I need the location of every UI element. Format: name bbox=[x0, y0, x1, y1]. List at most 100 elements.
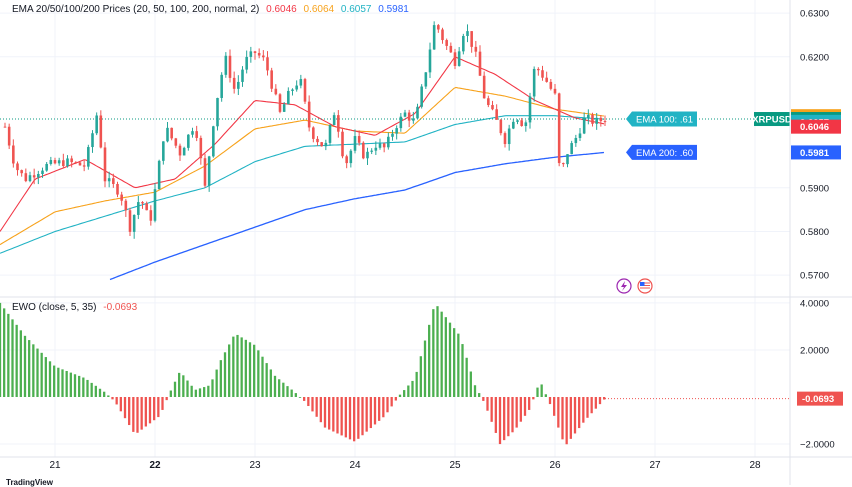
ewo-legend[interactable]: EWO (close, 5, 35) -0.0693 bbox=[12, 302, 141, 313]
candle-body bbox=[282, 104, 286, 112]
candle-body bbox=[174, 138, 178, 146]
candle-body bbox=[3, 126, 7, 128]
ewo-bar bbox=[11, 319, 14, 397]
ewo-bar bbox=[132, 397, 135, 432]
ewo-bar bbox=[319, 397, 322, 423]
ewo-bar bbox=[444, 317, 447, 397]
ewo-bar bbox=[186, 380, 189, 397]
ewo-bar bbox=[582, 397, 585, 423]
candle-body bbox=[62, 160, 65, 167]
brand-text: TradingView bbox=[6, 478, 53, 487]
candle-body bbox=[328, 125, 332, 143]
candle-body bbox=[295, 85, 298, 90]
date-tick-label: 24 bbox=[349, 460, 361, 471]
candle-body bbox=[41, 170, 44, 174]
ewo-bar bbox=[107, 395, 110, 397]
ewo-tick-label: 2.0000 bbox=[800, 345, 829, 356]
candle-body bbox=[566, 154, 569, 165]
ema100-value: 0.6057 bbox=[340, 4, 372, 15]
candle-body bbox=[466, 31, 469, 36]
ewo-bar bbox=[486, 397, 489, 411]
ema-line-label-text: EMA 100: .61 bbox=[636, 115, 693, 126]
candle-body bbox=[241, 69, 244, 82]
ema-line-label[interactable] bbox=[626, 111, 697, 127]
candle-body bbox=[432, 25, 436, 50]
ewo-bar bbox=[23, 335, 27, 397]
candle-body bbox=[141, 202, 144, 204]
ewo-bar bbox=[490, 397, 493, 422]
candle-body bbox=[303, 79, 307, 102]
candle-body bbox=[170, 127, 173, 139]
date-tick-label: 26 bbox=[549, 460, 561, 471]
ewo-bar bbox=[457, 333, 460, 397]
price-tag bbox=[791, 119, 841, 134]
candle-body bbox=[187, 134, 190, 148]
ewo-bar bbox=[448, 322, 452, 397]
candle-body bbox=[153, 189, 157, 221]
symbol-tag-label: XRPUSD bbox=[752, 115, 792, 126]
ewo-bar bbox=[573, 397, 577, 434]
event-icons[interactable] bbox=[616, 278, 653, 294]
price-tag-label: 0.5981 bbox=[800, 148, 830, 159]
ewo-bar bbox=[161, 397, 164, 410]
ewo-bar bbox=[478, 393, 481, 397]
symbol-tag[interactable] bbox=[754, 112, 790, 127]
ewo-bar bbox=[398, 394, 402, 397]
ewo-bar bbox=[323, 397, 327, 428]
ema50-line bbox=[0, 86, 605, 246]
ema-line-label[interactable] bbox=[626, 144, 697, 160]
candle-body bbox=[257, 52, 261, 56]
ewo-bar bbox=[461, 344, 464, 397]
ewo-bar bbox=[269, 369, 272, 397]
ewo-bar bbox=[40, 352, 43, 397]
candle-body bbox=[453, 52, 457, 66]
ewo-bar bbox=[298, 397, 302, 398]
candle-body bbox=[366, 151, 369, 159]
ewo-bar bbox=[157, 397, 160, 418]
price-tick-label: 0.5700 bbox=[800, 271, 829, 282]
candle-body bbox=[324, 142, 328, 147]
ewo-bar bbox=[128, 397, 131, 426]
candle-body bbox=[132, 214, 136, 232]
price-tick-label: 0.6300 bbox=[800, 9, 829, 20]
ewo-bar bbox=[211, 379, 214, 397]
candle-body bbox=[349, 150, 353, 164]
ewo-value: -0.0693 bbox=[103, 302, 138, 313]
candle-body bbox=[341, 131, 344, 157]
candle-body bbox=[441, 29, 444, 41]
candle-body bbox=[570, 143, 573, 155]
candle-body bbox=[378, 143, 382, 148]
ewo-bar bbox=[328, 397, 331, 430]
ewo-bar bbox=[365, 397, 368, 432]
ema50-value: 0.6064 bbox=[303, 4, 335, 15]
tradingview-logo[interactable]: TradingView bbox=[6, 478, 53, 487]
candle-body bbox=[545, 77, 548, 82]
ewo-bar bbox=[386, 397, 389, 413]
candle-body bbox=[445, 40, 448, 46]
candle-body bbox=[124, 200, 128, 211]
ewo-bar bbox=[590, 397, 593, 414]
candle-body bbox=[562, 163, 565, 165]
ewo-bar bbox=[569, 397, 572, 439]
ewo-tick-label: −2.0000 bbox=[800, 440, 835, 451]
ewo-bar bbox=[98, 388, 102, 397]
ewo-bar bbox=[340, 397, 343, 436]
ewo-bar bbox=[257, 350, 260, 397]
ewo-bar bbox=[403, 390, 406, 397]
candle-body bbox=[299, 79, 303, 86]
main-legend[interactable]: EMA 20/50/100/200 Prices (20, 50, 100, 2… bbox=[12, 4, 413, 15]
ewo-bar bbox=[507, 397, 510, 437]
ewo-bar bbox=[265, 363, 268, 397]
date-tick-label: 21 bbox=[49, 460, 61, 471]
ewo-bar bbox=[0, 302, 2, 397]
candle-body bbox=[532, 68, 536, 97]
ewo-bar bbox=[332, 397, 335, 432]
ewo-bar bbox=[369, 397, 372, 429]
candle-body bbox=[7, 126, 11, 146]
candle-body bbox=[87, 147, 90, 167]
candle-body bbox=[553, 88, 557, 94]
ewo-bar bbox=[90, 382, 93, 397]
candle-body bbox=[116, 183, 119, 195]
ewo-bar bbox=[586, 397, 589, 418]
